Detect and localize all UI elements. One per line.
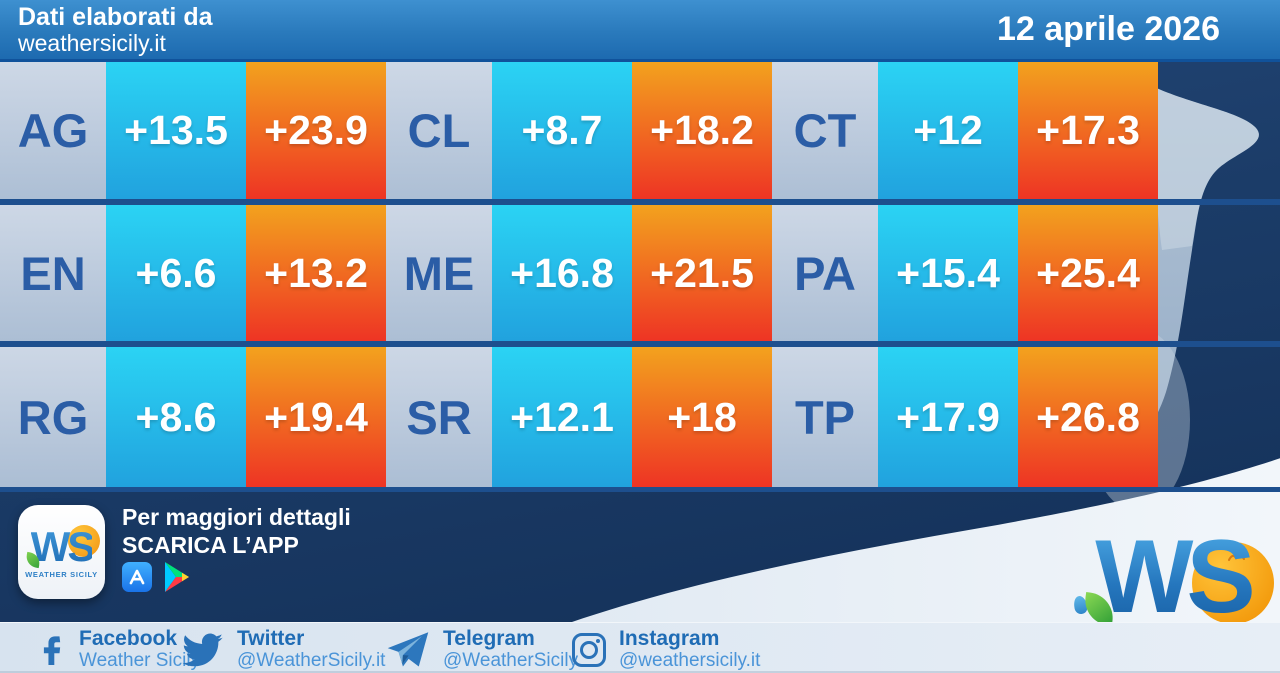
min-temperature: +16.8 [492, 205, 632, 341]
app-icon-caption: Weather Sicily [25, 569, 98, 579]
social-handle: @weathersicily.it [619, 650, 761, 671]
store-badges [122, 561, 192, 593]
instagram-link[interactable]: Instagram @weathersicily.it [572, 628, 760, 672]
social-handle: Weather Sicily [79, 650, 201, 671]
telegram-icon [387, 632, 429, 667]
min-temperature: +6.6 [106, 205, 246, 341]
credit-line1: Dati elaborati da [18, 3, 213, 32]
min-temperature: +8.6 [106, 347, 246, 487]
max-temperature: +23.9 [246, 62, 386, 199]
temperature-row-2: EN +6.6 +13.2 ME +16.8 +21.5 PA +15.4 +2… [0, 205, 1280, 341]
sun-icon [68, 524, 101, 557]
province-code: ME [386, 205, 492, 341]
province-code: EN [0, 205, 106, 341]
province-group-cl: CL +8.7 +18.2 [386, 62, 772, 199]
province-group-en: EN +6.6 +13.2 [0, 205, 386, 341]
temperature-row-1: AG +13.5 +23.9 CL +8.7 +18.2 CT +12 +17.… [0, 62, 1280, 199]
data-credit: Dati elaborati da weathersicily.it [0, 3, 213, 56]
province-code: PA [772, 205, 878, 341]
social-network-name: Facebook [79, 627, 178, 650]
province-group-ct: CT +12 +17.3 [772, 62, 1158, 199]
province-code: RG [0, 347, 106, 487]
ws-logo-letters: WS [1072, 525, 1272, 629]
min-temperature: +12 [878, 62, 1018, 199]
credit-site-link[interactable]: weathersicily.it [18, 29, 166, 56]
province-code: TP [772, 347, 878, 487]
province-group-tp: TP +17.9 +26.8 [772, 347, 1158, 487]
min-temperature: +17.9 [878, 347, 1018, 487]
max-temperature: +21.5 [632, 205, 772, 341]
header-bar: Dati elaborati da weathersicily.it 12 ap… [0, 0, 1280, 62]
row-separator [0, 487, 1280, 492]
min-temperature: +12.1 [492, 347, 632, 487]
min-temperature: +15.4 [878, 205, 1018, 341]
min-temperature: +8.7 [492, 62, 632, 199]
forecast-date: 12 aprile 2026 [996, 10, 1220, 48]
download-app-promo: Per maggiori dettagli SCARICA L’APP [122, 503, 351, 559]
promo-line1: Per maggiori dettagli [122, 504, 351, 530]
social-links-bar: Facebook Weather Sicily Twitter @Weather… [0, 622, 1280, 673]
social-network-name: Instagram [619, 627, 720, 650]
province-group-ag: AG +13.5 +23.9 [0, 62, 386, 199]
ws-logo-small: WS [24, 522, 101, 570]
province-group-me: ME +16.8 +21.5 [386, 205, 772, 341]
social-network-name: Telegram [443, 627, 535, 650]
max-temperature: +25.4 [1018, 205, 1158, 341]
telegram-link[interactable]: Telegram @WeatherSicily [386, 628, 578, 672]
bird-icon [1228, 554, 1245, 561]
app-store-icon[interactable] [122, 562, 152, 592]
temperature-row-3: RG +8.6 +19.4 SR +12.1 +18 TP +17.9 +26.… [0, 347, 1280, 487]
province-group-rg: RG +8.6 +19.4 [0, 347, 386, 487]
twitter-link[interactable]: Twitter @WeatherSicily.it [182, 628, 385, 672]
row-separator [0, 199, 1280, 205]
province-code: CL [386, 62, 492, 199]
ws-app-icon[interactable]: WS Weather Sicily [18, 505, 105, 599]
max-temperature: +26.8 [1018, 347, 1158, 487]
ws-logo-letters: WS [30, 522, 96, 570]
social-network-name: Twitter [237, 627, 305, 650]
instagram-icon [572, 633, 606, 667]
max-temperature: +18.2 [632, 62, 772, 199]
facebook-link[interactable]: Facebook Weather Sicily [40, 628, 200, 672]
max-temperature: +17.3 [1018, 62, 1158, 199]
facebook-icon [43, 636, 61, 665]
max-temperature: +18 [632, 347, 772, 487]
province-code: CT [772, 62, 878, 199]
min-temperature: +13.5 [106, 62, 246, 199]
max-temperature: +19.4 [246, 347, 386, 487]
social-handle: @WeatherSicily.it [237, 650, 386, 671]
row-separator [0, 341, 1280, 347]
max-temperature: +13.2 [246, 205, 386, 341]
google-play-icon[interactable] [162, 561, 192, 593]
province-group-sr: SR +12.1 +18 [386, 347, 772, 487]
province-code: AG [0, 62, 106, 199]
promo-line2: SCARICA L’APP [122, 532, 299, 558]
province-group-pa: PA +15.4 +25.4 [772, 205, 1158, 341]
province-code: SR [386, 347, 492, 487]
social-handle: @WeatherSicily [443, 650, 579, 671]
twitter-icon [182, 633, 223, 666]
